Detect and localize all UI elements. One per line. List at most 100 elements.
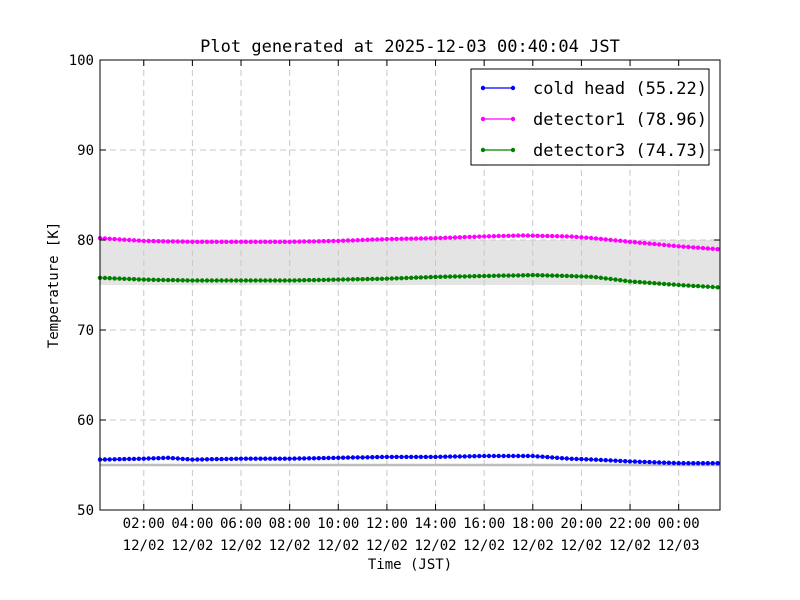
series-point (584, 235, 589, 240)
series-point (248, 456, 253, 461)
series-point (384, 276, 390, 281)
series-point (462, 234, 467, 240)
series-point (413, 454, 419, 460)
series-point (141, 456, 146, 461)
series-point (545, 454, 550, 460)
series-point (511, 273, 516, 278)
x-tick-date-label: 12/02 (123, 538, 165, 554)
x-tick-time-label: 02:00 (123, 516, 165, 532)
legend-label: detector3 (74.73) (533, 141, 707, 161)
series-point (457, 235, 462, 240)
series-point (423, 454, 428, 460)
series-point (306, 456, 312, 461)
series-point (199, 457, 205, 462)
series-point (574, 234, 579, 240)
series-point (710, 284, 715, 290)
legend-label: cold head (55.22) (533, 79, 707, 99)
series-point (248, 239, 253, 244)
series-point (258, 456, 263, 461)
series-point (710, 461, 715, 466)
series-point (127, 237, 132, 243)
series-point (467, 234, 472, 240)
series-point (443, 454, 448, 459)
series-point (695, 283, 701, 289)
y-tick-label: 50 (77, 503, 94, 519)
legend-marker (510, 116, 516, 122)
series-point (272, 239, 278, 244)
series-point (647, 241, 652, 246)
series-point (661, 281, 667, 287)
series-point (705, 246, 710, 251)
series-point (652, 460, 657, 465)
series-point (234, 239, 239, 244)
series-point (316, 239, 321, 244)
series-point (306, 239, 312, 244)
series-point (472, 234, 477, 239)
series-point (331, 238, 336, 244)
series-point (433, 274, 438, 280)
series-point (224, 239, 229, 244)
series-point (117, 276, 122, 281)
series-point (229, 456, 234, 462)
series-point (394, 454, 399, 460)
series-point (180, 456, 185, 462)
series-point (161, 277, 166, 283)
series-point (588, 457, 594, 462)
series-1 (97, 453, 720, 466)
series-point (681, 461, 686, 466)
series-point (321, 455, 326, 461)
series-point (384, 236, 390, 242)
x-tick-date-label: 12/02 (609, 538, 651, 554)
series-point (195, 278, 200, 283)
series-point (340, 277, 346, 282)
series-point (608, 237, 613, 243)
series-point (272, 278, 278, 283)
series-point (700, 245, 706, 251)
series-point (190, 278, 195, 283)
series-2 (97, 233, 720, 252)
series-point (292, 456, 297, 461)
series-point (156, 456, 161, 461)
series-point (584, 274, 589, 279)
series-point (530, 233, 535, 238)
series-point (525, 273, 531, 278)
series-point (375, 276, 380, 282)
series-point (579, 235, 584, 240)
series-point (520, 273, 526, 278)
series-point (559, 273, 565, 278)
y-tick-label: 60 (77, 413, 94, 429)
series-point (292, 278, 297, 283)
series-point (224, 456, 229, 462)
series-point (691, 461, 696, 466)
series-point (501, 233, 506, 239)
legend-marker (480, 147, 486, 153)
series-point (579, 456, 584, 462)
series-point (379, 237, 385, 242)
series-point (141, 277, 146, 282)
y-tick-label: 90 (77, 143, 94, 159)
series-point (511, 233, 516, 238)
series-point (418, 454, 424, 460)
series-point (238, 456, 244, 461)
series-point (292, 239, 297, 244)
series-point (637, 459, 642, 464)
series-point (715, 247, 720, 252)
series-point (598, 457, 604, 463)
series-3 (97, 272, 720, 290)
series-point (686, 461, 691, 466)
series-point (477, 453, 482, 459)
series-point (686, 283, 691, 288)
series-point (389, 276, 394, 281)
series-point (428, 454, 433, 460)
series-point (107, 276, 112, 281)
series-point (671, 460, 676, 466)
series-point (681, 244, 686, 249)
series-point (545, 273, 550, 278)
x-tick-time-label: 12:00 (366, 516, 408, 532)
series-point (457, 274, 462, 279)
series-point (243, 278, 249, 283)
series-point (268, 239, 273, 244)
series-point (632, 240, 638, 245)
plot-frame (99, 59, 721, 511)
series-point (199, 278, 205, 283)
